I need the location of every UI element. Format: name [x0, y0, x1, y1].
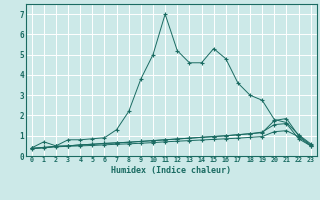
X-axis label: Humidex (Indice chaleur): Humidex (Indice chaleur)	[111, 166, 231, 175]
